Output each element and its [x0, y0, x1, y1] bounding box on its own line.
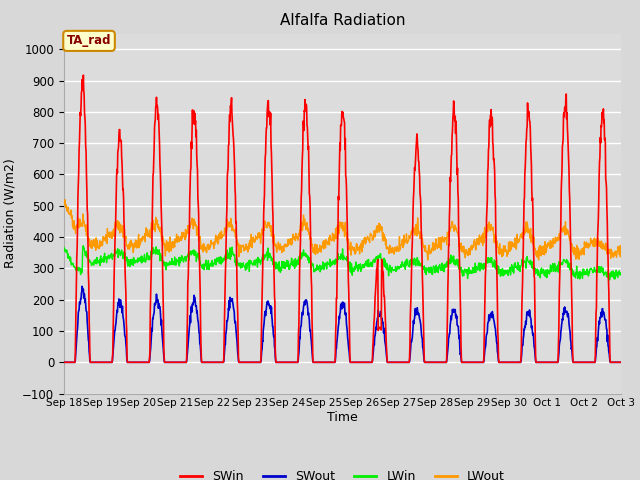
Legend: SWin, SWout, LWin, LWout: SWin, SWout, LWin, LWout	[175, 465, 510, 480]
X-axis label: Time: Time	[327, 411, 358, 424]
Title: Alfalfa Radiation: Alfalfa Radiation	[280, 13, 405, 28]
Y-axis label: Radiation (W/m2): Radiation (W/m2)	[4, 159, 17, 268]
Text: TA_rad: TA_rad	[67, 35, 111, 48]
